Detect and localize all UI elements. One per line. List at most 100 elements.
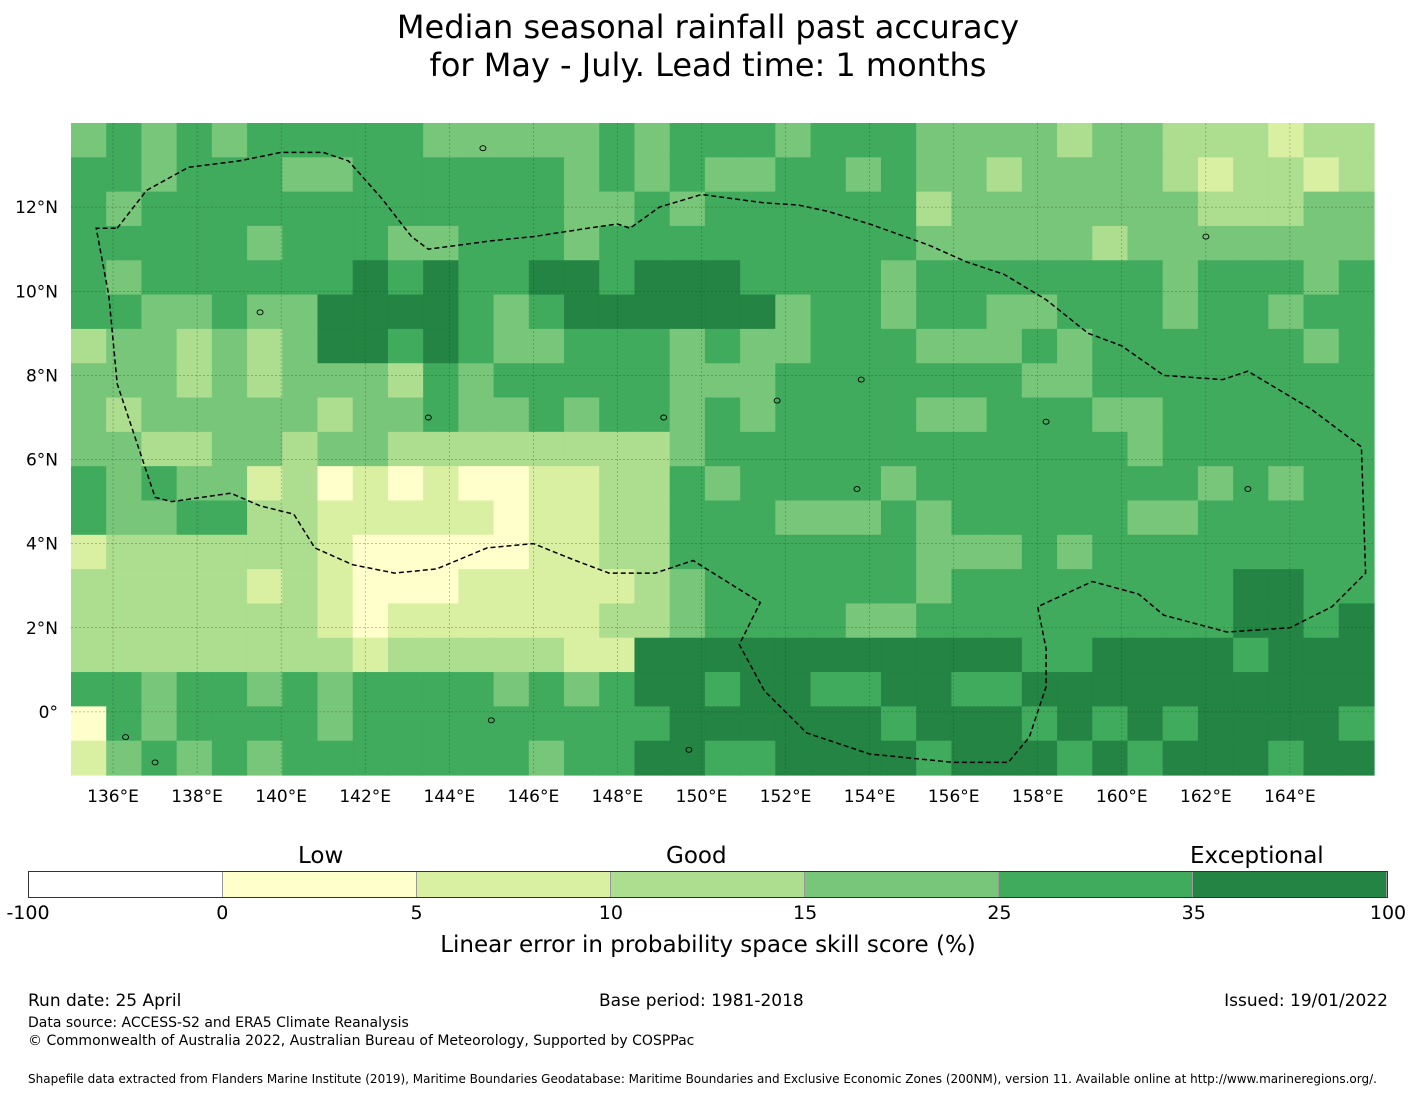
skill-cell xyxy=(1127,500,1164,536)
skill-cell xyxy=(1162,569,1199,605)
skill-cell xyxy=(810,603,847,639)
skill-cell xyxy=(1197,294,1234,330)
skill-cell xyxy=(599,191,636,227)
skill-cell xyxy=(317,225,354,261)
skill-cell xyxy=(986,672,1023,707)
skill-cell xyxy=(775,569,812,605)
skill-cell xyxy=(810,431,847,467)
skill-cell xyxy=(669,603,706,639)
skill-cell xyxy=(1303,225,1340,261)
skill-cell xyxy=(1092,431,1129,467)
skill-cell xyxy=(1268,157,1305,193)
skill-cell xyxy=(564,123,600,158)
skill-cell xyxy=(71,603,107,639)
skill-cell xyxy=(282,500,319,536)
skill-cell xyxy=(845,500,882,536)
skill-cell xyxy=(704,123,741,158)
issued-date: Issued: 19/01/2022 xyxy=(1224,991,1388,1011)
skill-cell xyxy=(1303,363,1340,399)
skill-cell xyxy=(1162,260,1199,296)
colorbar-segment xyxy=(223,872,417,897)
skill-cell xyxy=(317,397,354,433)
skill-cell xyxy=(176,123,213,158)
skill-cell xyxy=(880,603,917,639)
skill-cell xyxy=(71,466,107,502)
skill-cell xyxy=(106,672,143,707)
island-outline xyxy=(1042,418,1050,425)
skill-cell xyxy=(634,363,671,399)
skill-cell xyxy=(986,500,1023,536)
map-title-line1: Median seasonal rainfall past accuracy xyxy=(396,8,1020,46)
skill-cell xyxy=(387,706,424,742)
skill-cell xyxy=(951,328,988,364)
skill-cell xyxy=(493,534,530,570)
skill-cell xyxy=(845,260,882,296)
skill-cell xyxy=(951,637,988,673)
skill-cell xyxy=(423,637,459,673)
skill-cell xyxy=(528,740,565,776)
skill-cell xyxy=(1338,431,1375,467)
skill-cell xyxy=(1127,260,1164,296)
skill-cell xyxy=(1268,603,1305,639)
skill-cell xyxy=(916,225,953,261)
skill-cell xyxy=(1338,569,1375,605)
skill-cell xyxy=(564,500,600,536)
skill-cell xyxy=(1233,123,1269,158)
skill-cell xyxy=(528,225,565,261)
skill-cell xyxy=(141,363,178,399)
skill-grid-cells xyxy=(71,123,1375,776)
skill-cell xyxy=(211,706,248,742)
skill-cell xyxy=(458,397,495,433)
skill-cell xyxy=(775,466,812,502)
skill-cell xyxy=(387,431,424,467)
skill-cell xyxy=(282,191,319,227)
skill-cell xyxy=(176,569,213,605)
skill-cell xyxy=(106,157,143,193)
skill-cell xyxy=(1197,466,1234,502)
skill-cell xyxy=(528,706,565,742)
skill-cell xyxy=(599,637,636,673)
skill-cell xyxy=(599,603,636,639)
skill-cell xyxy=(810,294,847,330)
skill-cell xyxy=(493,260,530,296)
skill-cell xyxy=(880,260,917,296)
lon-tick-label: 144°E xyxy=(423,787,475,807)
skill-cell xyxy=(211,740,248,776)
skill-cell xyxy=(880,706,917,742)
skill-cell xyxy=(1057,123,1093,158)
skill-cell xyxy=(704,466,741,502)
skill-cell xyxy=(141,603,178,639)
skill-cell xyxy=(986,397,1023,433)
skill-cell xyxy=(247,225,283,261)
colorbar-segment xyxy=(611,872,805,897)
skill-cell xyxy=(740,431,776,467)
skill-cell xyxy=(740,637,776,673)
skill-cell xyxy=(951,191,988,227)
skill-cell xyxy=(528,191,565,227)
skill-cell xyxy=(528,157,565,193)
skill-cell xyxy=(317,500,354,536)
skill-cell xyxy=(880,294,917,330)
skill-cell xyxy=(1021,157,1058,193)
skill-cell xyxy=(916,534,953,570)
skill-cell xyxy=(1057,534,1093,570)
skill-cell xyxy=(704,672,741,707)
skill-cell xyxy=(141,123,178,158)
skill-cell xyxy=(1092,740,1129,776)
skill-cell xyxy=(1021,706,1058,742)
skill-cell xyxy=(282,637,319,673)
skill-cell xyxy=(916,294,953,330)
skill-cell xyxy=(317,157,354,193)
skill-cell xyxy=(634,603,671,639)
skill-cell xyxy=(704,328,741,364)
skill-cell xyxy=(810,157,847,193)
skill-cell xyxy=(845,431,882,467)
skill-cell xyxy=(775,603,812,639)
skill-cell xyxy=(1162,328,1199,364)
skill-cell xyxy=(528,466,565,502)
skill-cell xyxy=(423,740,459,776)
skill-cell xyxy=(775,191,812,227)
skill-cell xyxy=(1057,294,1093,330)
skill-cell xyxy=(352,637,389,673)
skill-cell xyxy=(1021,603,1058,639)
